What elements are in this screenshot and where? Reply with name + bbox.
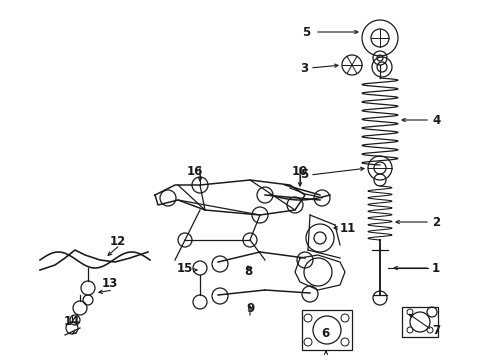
Text: 4: 4 xyxy=(432,113,440,126)
Text: 6: 6 xyxy=(321,327,329,340)
Text: 3: 3 xyxy=(300,62,308,75)
Text: 2: 2 xyxy=(432,216,440,229)
Bar xyxy=(302,310,352,350)
Text: 10: 10 xyxy=(292,165,308,178)
Text: 15: 15 xyxy=(176,261,193,274)
Text: 11: 11 xyxy=(340,221,356,234)
Bar xyxy=(402,307,438,337)
Text: 7: 7 xyxy=(432,324,440,337)
Text: 5: 5 xyxy=(300,168,308,181)
Text: 12: 12 xyxy=(110,235,126,248)
Text: 13: 13 xyxy=(102,277,118,290)
Text: 14: 14 xyxy=(64,315,80,328)
Text: 8: 8 xyxy=(244,265,252,278)
Text: 16: 16 xyxy=(187,165,203,178)
Text: 1: 1 xyxy=(432,261,440,274)
Text: 9: 9 xyxy=(246,302,254,315)
Text: 5: 5 xyxy=(302,26,310,39)
